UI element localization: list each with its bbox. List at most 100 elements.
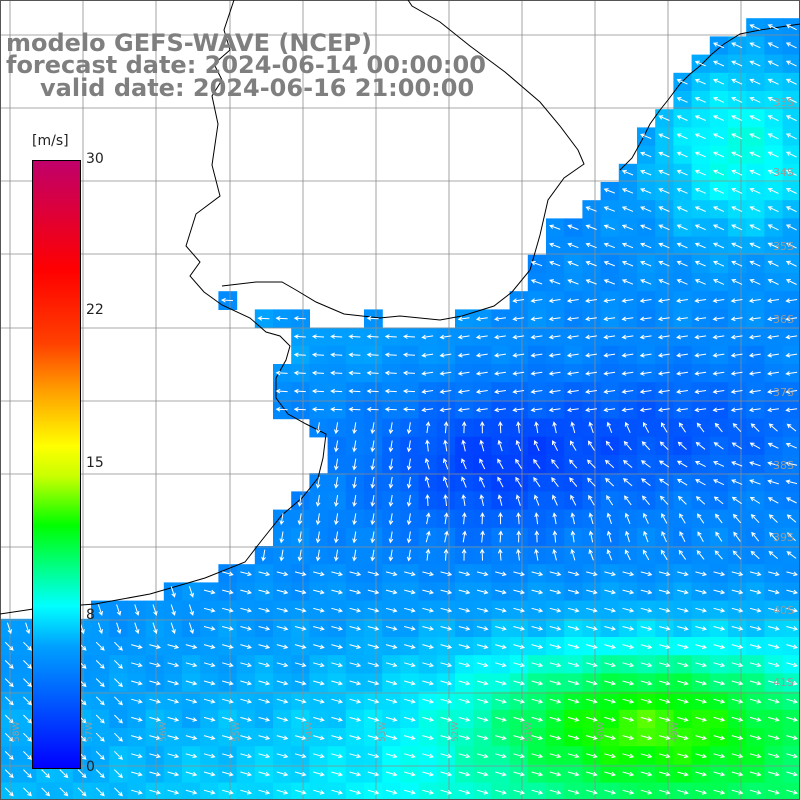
wind-vector-arrow [694, 389, 707, 394]
wind-vector-arrow [730, 352, 743, 358]
wind-vector-arrow [749, 224, 761, 231]
wind-vector-arrow [276, 716, 289, 722]
wind-vector-arrow [23, 732, 32, 742]
wind-vector-arrow [694, 151, 706, 158]
wind-vector-arrow [749, 662, 762, 668]
wind-vector-arrow [366, 370, 379, 376]
wind-vector-arrow [604, 680, 617, 686]
wind-vector-arrow [458, 771, 471, 777]
wind-vector-arrow [567, 279, 579, 285]
wind-vector-arrow [676, 352, 688, 358]
wind-vector-arrow [767, 389, 779, 394]
wind-vector-arrow [293, 370, 306, 376]
wind-vector-arrow [275, 407, 288, 412]
wind-vector-arrow [495, 789, 507, 795]
wind-vector-arrow [677, 571, 689, 577]
wind-vector-arrow [315, 476, 321, 489]
wind-vector-arrow [385, 735, 398, 740]
wind-vector-arrow [677, 789, 689, 795]
wind-vector-arrow [640, 279, 652, 285]
wind-vector-arrow [712, 352, 725, 358]
wind-vector-arrow [621, 188, 634, 194]
wind-vector-arrow [660, 422, 668, 433]
wind-vector-arrow [749, 771, 762, 777]
wind-vector-arrow [475, 407, 488, 413]
wind-vector-arrow [566, 352, 579, 358]
wind-vector-arrow [222, 771, 234, 777]
wind-vector-arrow [476, 571, 489, 577]
lat-label-40s: 40S [773, 604, 794, 617]
wind-vector-arrow [349, 698, 362, 704]
wind-vector-arrow [749, 626, 762, 631]
wind-vector-arrow [786, 735, 799, 740]
wind-vector-arrow [552, 440, 559, 452]
wind-vector-arrow [457, 389, 470, 394]
wind-vector-arrow [313, 716, 325, 722]
wind-vector-arrow [388, 458, 394, 471]
wind-vector-arrow [534, 548, 539, 561]
wind-vector-arrow [315, 549, 321, 562]
wind-vector-arrow [313, 662, 325, 668]
wind-vector-arrow [131, 662, 143, 668]
wind-vector-arrow [479, 548, 485, 561]
colorbar-tick-8: 8 [86, 607, 95, 623]
wind-vectors [4, 24, 799, 797]
wind-vector-arrow [494, 407, 506, 413]
wind-vector-arrow [275, 388, 288, 394]
wind-vector-arrow [604, 607, 616, 613]
wind-vector-arrow [313, 571, 325, 577]
wind-vector-arrow [549, 716, 562, 722]
wind-vector-arrow [731, 589, 744, 595]
wind-vector-arrow [515, 476, 522, 488]
wind-vector-arrow [203, 589, 216, 595]
wind-vector-arrow [695, 771, 708, 777]
lon-label-58w: 58W [12, 721, 22, 742]
wind-vector-arrow [385, 607, 398, 613]
wind-vector-arrow [4, 696, 14, 706]
wind-vector-arrow [95, 678, 105, 688]
wind-vector-arrow [480, 512, 485, 525]
wind-vector-arrow [279, 513, 285, 526]
wind-vector-arrow [370, 422, 376, 435]
wind-vector-arrow [4, 787, 14, 797]
wind-vector-arrow [678, 422, 687, 433]
wind-vector-arrow [276, 698, 289, 704]
wind-vector-arrow [384, 388, 397, 394]
wind-vector-arrow [712, 260, 725, 267]
wind-vector-arrow [404, 626, 416, 631]
wind-vector-arrow [713, 571, 726, 577]
wind-vector-arrow [533, 494, 540, 506]
wind-vector-arrow [567, 626, 580, 631]
wind-vector-arrow [713, 644, 726, 649]
wind-vector-arrow [677, 495, 687, 505]
wind-vector-arrow [767, 479, 779, 485]
wind-vector-arrow [676, 206, 688, 212]
wind-vector-arrow [570, 530, 576, 543]
wind-vector-arrow [713, 589, 726, 595]
wind-vector-arrow [677, 680, 689, 686]
lat-label-36s: 36S [773, 313, 794, 326]
wind-vector-arrow [331, 771, 344, 777]
wind-vector-arrow [768, 423, 778, 432]
wind-vector-arrow [531, 789, 544, 795]
wind-vector-arrow [334, 458, 339, 471]
wind-vector-arrow [476, 735, 489, 740]
wind-vector-arrow [370, 549, 376, 562]
wind-vector-arrow [384, 334, 397, 339]
wind-vector-arrow [384, 352, 397, 358]
wind-vector-arrow [330, 388, 343, 394]
wind-vector-arrow [640, 698, 653, 704]
wind-vector-arrow [367, 680, 380, 686]
wind-vector-arrow [352, 513, 357, 526]
wind-vector-arrow [443, 421, 449, 434]
wind-vector-arrow [348, 388, 361, 394]
wind-vector-arrow [349, 662, 362, 668]
wind-vector-arrow [731, 60, 743, 67]
wind-vector-arrow [276, 589, 289, 595]
wind-vector-arrow [203, 753, 216, 759]
wind-vector-arrow [621, 389, 634, 394]
wind-vector-arrow [497, 458, 504, 470]
wind-vector-arrow [149, 771, 162, 777]
wind-vector-arrow [730, 316, 743, 322]
wind-vector-arrow [785, 24, 797, 31]
